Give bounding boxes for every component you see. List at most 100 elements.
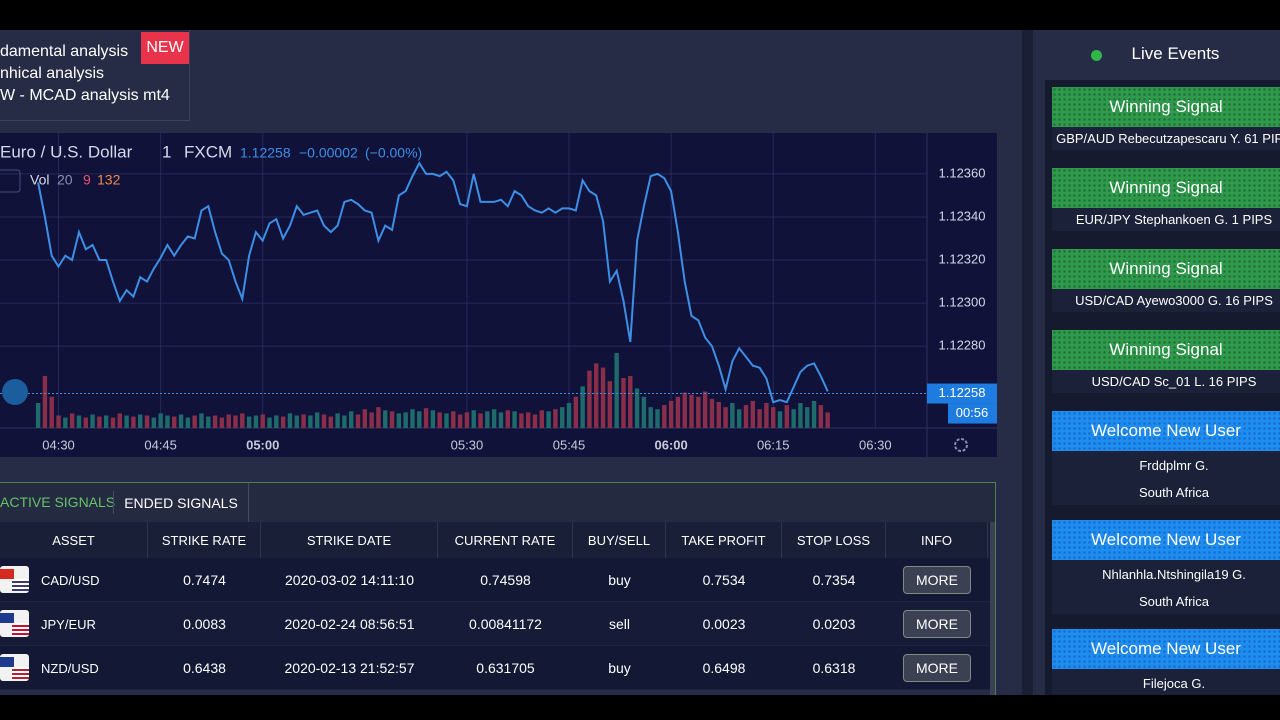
table-cell: 0.74598 — [480, 572, 531, 588]
asset-name: CAD/USD — [41, 572, 100, 588]
tab[interactable]: ACTIVE SIGNALS — [0, 494, 116, 510]
volume-bar — [342, 415, 347, 428]
event-title: Winning Signal — [1052, 87, 1280, 127]
x-tick-label: 06:30 — [859, 437, 892, 452]
table-row — [0, 558, 990, 602]
volume-bar — [274, 415, 279, 428]
volume-bar — [464, 412, 470, 428]
volume-bar — [505, 410, 510, 428]
volume-bar — [233, 415, 238, 428]
volume-bar — [35, 403, 41, 428]
volume-bar — [818, 405, 824, 428]
volume-bar — [451, 411, 456, 428]
quote-change-pct: (−0.00%) — [365, 145, 422, 161]
volume-bar — [110, 417, 116, 428]
volume-label: Vol — [30, 172, 49, 188]
volume-bar — [131, 416, 136, 428]
volume-bar — [546, 411, 551, 428]
column-header: STOP LOSS — [782, 522, 886, 558]
volume-bar — [553, 409, 558, 428]
volume-bar — [138, 414, 143, 428]
volume-bar — [396, 413, 402, 428]
flag-icon — [0, 566, 29, 593]
volume-bar — [628, 375, 633, 428]
volume-param: 20 — [57, 172, 73, 188]
event-name: Nhlanhla.Ntshingila19 G. — [1102, 566, 1246, 582]
volume-bar — [825, 412, 830, 428]
table-cell: 0.0023 — [702, 616, 746, 632]
volume-bar — [519, 413, 524, 428]
volume-bar — [709, 398, 715, 428]
nav-item[interactable]: nhical analysis — [0, 65, 105, 82]
signals-table: ACTIVE SIGNALS ENDED SIGNALS ASSET STRIKE R… — [0, 482, 996, 695]
volume-bar — [777, 411, 783, 428]
table-cell: 0.0203 — [812, 616, 856, 632]
y-tick-label: 1.12300 — [939, 295, 986, 310]
volume-bar — [253, 415, 259, 428]
event-detail: USD/CAD Ayewo3000 G. 16 PIPS — [1075, 293, 1273, 308]
table-cell: 0.6318 — [812, 660, 856, 676]
volume-bar — [784, 405, 790, 428]
volume-bar — [124, 415, 129, 428]
volume-bar — [478, 413, 483, 428]
table-cell: 0.0083 — [183, 616, 226, 632]
flag-part — [0, 657, 14, 667]
volume-bar — [668, 400, 674, 428]
volume-bar — [192, 415, 197, 428]
more-button[interactable]: MORE — [903, 566, 971, 594]
event-name: Filejoca G. — [1142, 675, 1206, 691]
event-title: Welcome New User — [1052, 520, 1280, 560]
volume-bar — [736, 409, 742, 428]
volume-bar — [226, 414, 231, 428]
volume-bar — [662, 405, 667, 428]
volume-bar — [607, 381, 613, 428]
volume-bar — [696, 396, 701, 428]
table-row — [0, 646, 990, 690]
table-cell: 0.7474 — [183, 572, 226, 588]
volume-bar — [97, 416, 102, 428]
volume-bar — [335, 413, 340, 428]
volume-bar — [403, 412, 408, 428]
volume-bar — [294, 415, 299, 428]
volume-bar — [757, 409, 762, 428]
flag-part — [0, 569, 14, 579]
event-title: Winning Signal — [1052, 330, 1280, 370]
quote-change: −0.00002 — [299, 145, 358, 161]
flag-part — [12, 623, 29, 635]
countdown-label: 00:56 — [956, 405, 989, 420]
volume-bar — [376, 407, 381, 428]
volume-bar — [560, 407, 565, 428]
volume-bar — [811, 400, 817, 428]
flag-icon — [0, 654, 29, 681]
more-button[interactable]: MORE — [903, 610, 971, 638]
flag-part — [12, 667, 29, 679]
volume-bar — [212, 415, 218, 428]
volume-bar — [76, 415, 82, 428]
volume-bar — [362, 409, 368, 428]
volume-bar — [750, 400, 755, 428]
volume-bar — [771, 407, 776, 428]
tab[interactable]: ENDED SIGNALS — [114, 483, 249, 522]
volume-bar — [260, 414, 265, 428]
volume-bar — [682, 392, 687, 428]
more-button[interactable]: MORE — [903, 654, 971, 682]
volume-bar — [287, 413, 293, 428]
volume-bar — [240, 413, 245, 428]
volume-last: 132 — [97, 172, 121, 188]
nav-item[interactable]: damental analysis — [0, 43, 129, 60]
volume-bar — [369, 412, 374, 428]
volume-bar — [532, 414, 538, 428]
volume-bar — [389, 411, 395, 428]
column-header: STRIKE RATE — [148, 522, 261, 558]
volume-bar — [328, 416, 333, 428]
countdown-tag — [948, 403, 997, 424]
logo-icon — [2, 379, 28, 405]
event-card: Welcome New User Frddplmr G. South Africa — [1052, 411, 1280, 505]
volume-bar — [199, 413, 204, 428]
volume-bar — [42, 375, 48, 428]
volume-bar — [90, 414, 95, 428]
nav-item[interactable]: W - MCAD analysis mt4 — [0, 87, 170, 104]
volume-bar — [308, 415, 313, 428]
volume-bar — [689, 394, 694, 428]
